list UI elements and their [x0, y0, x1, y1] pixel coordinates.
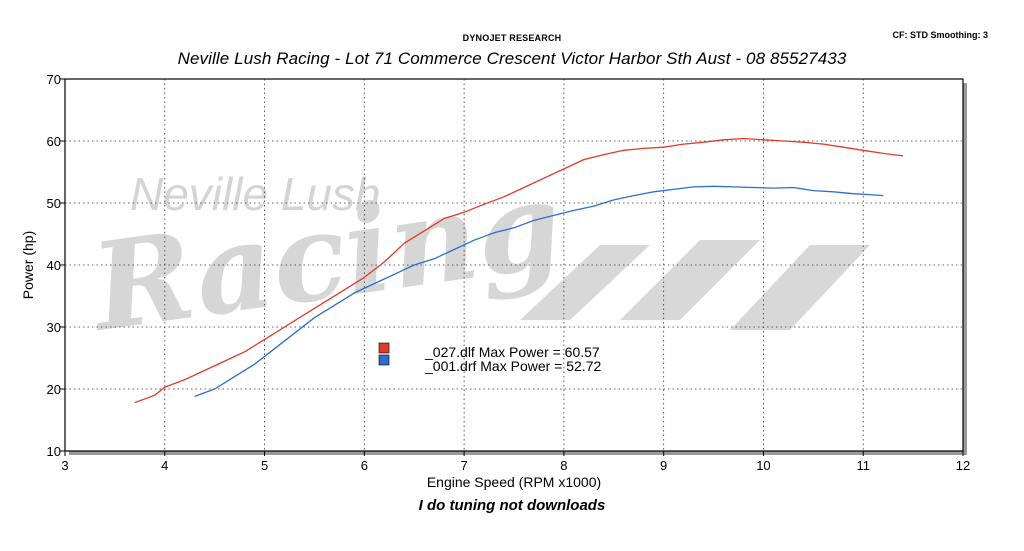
x-tick-label: 6: [361, 458, 368, 473]
x-tick-label: 4: [161, 458, 168, 473]
legend-entry-1: _027.dlf Max Power = 60.57: [424, 344, 600, 360]
x-tick-label: 3: [61, 458, 68, 473]
y-axis-label: Power (hp): [20, 231, 36, 299]
y-tick-label: 70: [47, 72, 61, 87]
x-tick-label: 11: [856, 458, 870, 473]
y-tick-label: 40: [47, 258, 61, 273]
x-tick-label: 5: [261, 458, 268, 473]
x-tick-label: 9: [660, 458, 667, 473]
series-lines: [134, 137, 904, 404]
tick-labels: 3 4 5 6 7 8 9 10 11 12 10 20 30 40 50 60 70: [47, 72, 971, 473]
x-axis-label: Engine Speed (RPM x1000): [427, 474, 601, 490]
footer-slogan: I do tuning not downloads: [418, 497, 606, 514]
watermark: Neville Lush Racing: [81, 154, 870, 359]
x-tick-label: 7: [460, 458, 467, 473]
legend-swatch-1: [378, 342, 390, 354]
watermark-logo-shapes: [520, 240, 870, 330]
y-tick-label: 50: [47, 196, 61, 211]
x-tick-label: 10: [756, 458, 770, 473]
x-tick-label: 12: [956, 458, 970, 473]
watermark-line1: Neville Lush: [130, 168, 381, 220]
series-line-2: [194, 185, 884, 398]
x-tick-label: 8: [560, 458, 567, 473]
legend-entry-2: _001.drf Max Power = 52.72: [424, 358, 601, 374]
cf-smoothing-label: CF: STD Smoothing: 3: [892, 30, 989, 40]
series-line-1: [134, 137, 904, 404]
legend: _027.dlf Max Power = 60.57 _001.drf Max …: [378, 342, 601, 374]
legend-swatch-2: [378, 354, 390, 366]
y-tick-label: 30: [47, 320, 61, 335]
y-tick-label: 60: [47, 134, 61, 149]
company-header: Neville Lush Racing - Lot 71 Commerce Cr…: [177, 49, 847, 68]
dynojet-research-label: DYNOJET RESEARCH: [462, 33, 562, 43]
y-tick-label: 20: [47, 382, 61, 397]
y-tick-label: 10: [47, 444, 61, 459]
